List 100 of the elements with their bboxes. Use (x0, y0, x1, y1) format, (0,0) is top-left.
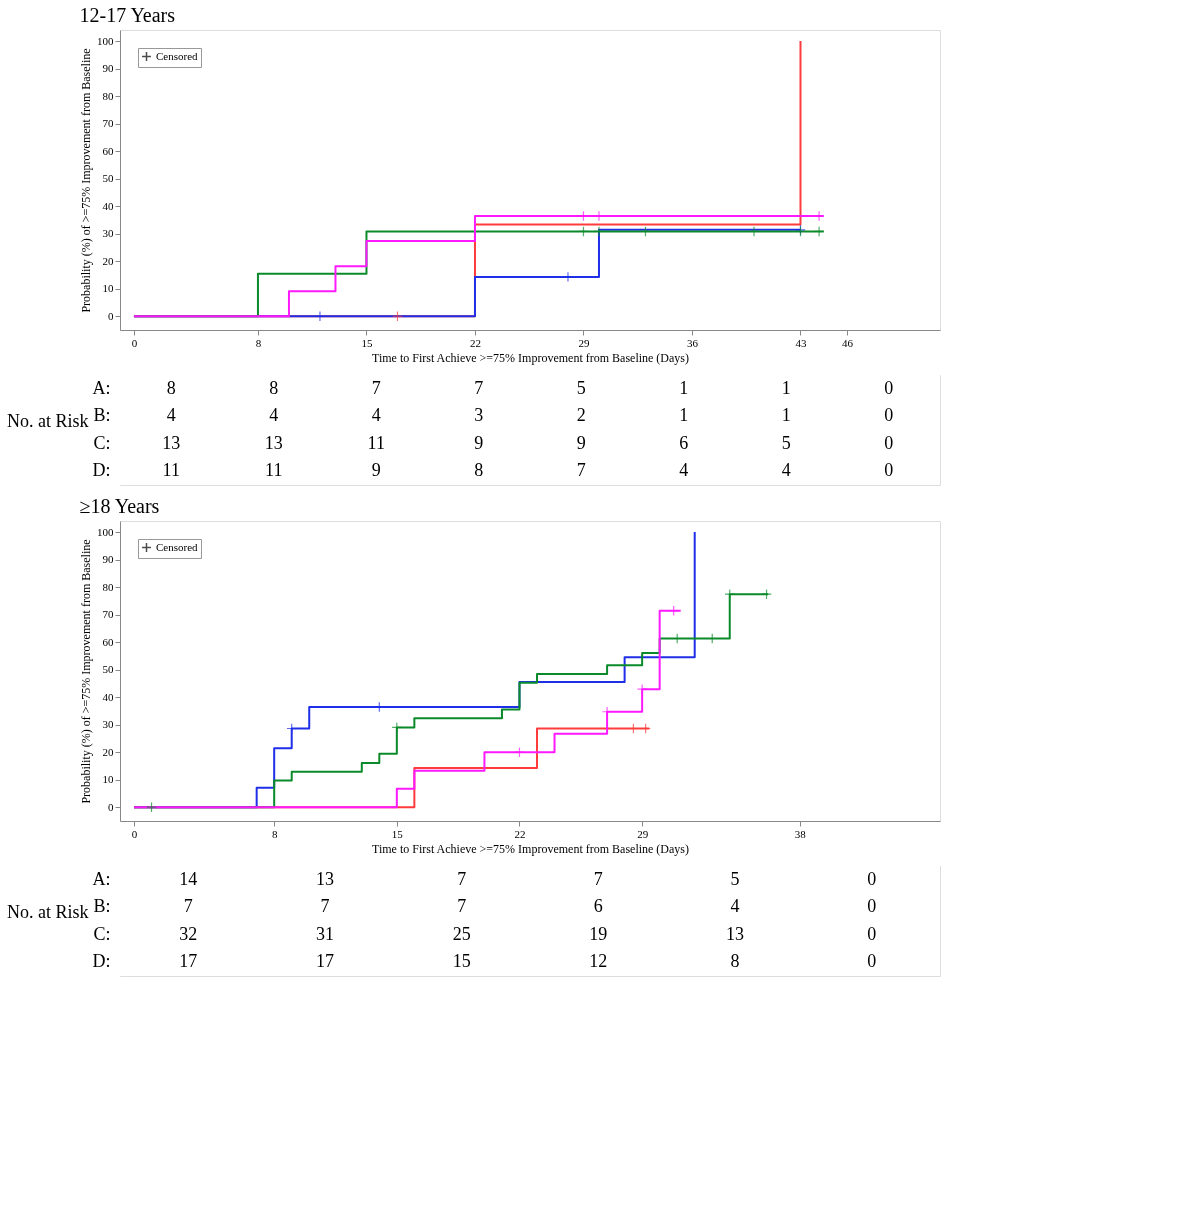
text: Censored (156, 540, 199, 553)
data-label: 4 (781, 460, 791, 481)
data-label: 0 (867, 896, 877, 917)
y-tick-label: D: (92, 460, 111, 481)
y-tick-label: 0 (108, 800, 114, 813)
y-tick-label: 90 (102, 553, 114, 566)
data-label: 0 (884, 405, 894, 426)
x-tick-label: 43 (795, 336, 807, 349)
data-label: 4 (166, 405, 176, 426)
y-tick-label: 30 (102, 227, 114, 240)
point (593, 226, 605, 237)
data-label: 1 (679, 405, 689, 426)
x-tick-label: 8 (255, 336, 262, 349)
data-label: 1 (781, 405, 791, 426)
x-tick-label: 8 (271, 827, 278, 840)
data-label: 15 (452, 951, 471, 972)
point (761, 588, 772, 600)
y-tick-label: 100 (97, 525, 114, 538)
point (636, 683, 648, 695)
y-tick-label: B: (93, 405, 111, 426)
y-tick-label: 40 (102, 199, 114, 212)
data-label: 6 (679, 432, 689, 453)
y-tick-label: 60 (102, 635, 114, 648)
data-label: 1 (781, 377, 791, 398)
y-tick-label: C: (93, 432, 111, 453)
x-axis-title: Time to First Achieve >=75% Improvement from Baseline (Days) (371, 350, 690, 365)
point (391, 722, 403, 733)
data-label: 8 (730, 951, 740, 972)
y-tick-label: A: (92, 377, 111, 398)
y-axis-title: Probability (%) of >=75% Improvement from Baseline (79, 48, 93, 313)
y-tick-label: 80 (102, 89, 114, 102)
x-tick-label: 0 (131, 336, 138, 349)
data-label: 13 (726, 923, 744, 944)
point (640, 226, 651, 237)
data-label: 11 (265, 460, 283, 481)
data-label: 5 (730, 868, 740, 889)
y-tick-label: 90 (102, 62, 114, 75)
data-label: 9 (371, 460, 381, 481)
data-label: 13 (162, 432, 181, 453)
point (514, 746, 525, 758)
data-label: 5 (576, 377, 586, 398)
data-label: 11 (162, 460, 180, 481)
y-axis-title: No. at Risk (6, 901, 89, 922)
data-label: 4 (679, 460, 689, 481)
data-label: 7 (474, 377, 484, 398)
x-tick-label: 38 (794, 827, 807, 840)
data-label: 4 (371, 405, 381, 426)
data-label: 12 (589, 951, 608, 972)
y-tick-label: 100 (97, 34, 114, 47)
data-label: 9 (576, 432, 586, 453)
x-axis-title: Time to First Achieve >=75% Improvement from Baseline (Days) (371, 841, 690, 856)
data-label: 9 (474, 432, 484, 453)
x-tick-label: 29 (637, 827, 649, 840)
point (724, 588, 736, 600)
data-label: 5 (781, 432, 791, 453)
data-label: 3 (474, 405, 484, 426)
data-label: 25 (452, 923, 471, 944)
y-tick-label: 50 (102, 663, 114, 676)
point (392, 310, 403, 322)
x-tick-label: 15 (391, 827, 404, 840)
data-label: 7 (576, 460, 586, 481)
chart-title: 12-17 Years (79, 4, 176, 26)
y-tick-label: 30 (102, 718, 114, 731)
x-tick-label: 36 (686, 336, 699, 349)
text: Censored (156, 49, 199, 62)
data-label: 7 (183, 896, 193, 917)
point (146, 801, 157, 813)
data-label: 0 (884, 460, 894, 481)
y-tick-label: 70 (102, 117, 114, 130)
y-tick-label: 10 (102, 773, 114, 786)
data-label: 7 (593, 868, 603, 889)
y-axis-title: No. at Risk (6, 410, 89, 431)
y-tick-label: C: (93, 923, 111, 944)
x-tick-label: 22 (469, 336, 481, 349)
y-tick-label: 20 (102, 745, 114, 758)
data-label: 0 (867, 868, 877, 889)
data-label: 8 (269, 377, 279, 398)
data-label: 17 (179, 951, 198, 972)
x-tick-label: 29 (578, 336, 590, 349)
y-tick-label: 50 (102, 172, 114, 185)
data-label: 13 (264, 432, 283, 453)
data-label: 7 (457, 896, 467, 917)
data-label: 7 (457, 868, 467, 889)
data-label: 0 (867, 951, 877, 972)
data-label: 0 (884, 432, 894, 453)
data-label: 0 (884, 377, 894, 398)
data-label: 2 (576, 405, 586, 426)
y-tick-label: A: (92, 868, 111, 889)
data-label: 4 (269, 405, 279, 426)
data-label: 32 (179, 923, 198, 944)
y-tick-label: 20 (102, 254, 114, 267)
y-tick-label: 10 (102, 282, 114, 295)
point (748, 226, 760, 237)
data-label: 19 (589, 923, 608, 944)
data-label: 6 (593, 896, 603, 917)
y-tick-label: D: (92, 951, 111, 972)
y-tick-label: 70 (102, 608, 114, 621)
point (314, 310, 326, 322)
data-label: 0 (867, 923, 877, 944)
x-tick-label: 22 (514, 827, 526, 840)
